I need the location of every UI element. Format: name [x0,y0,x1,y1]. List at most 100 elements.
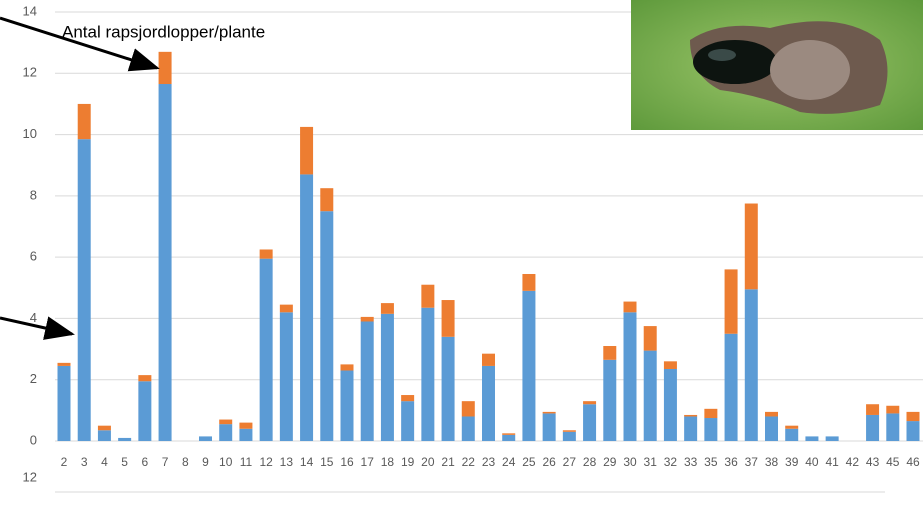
bar-segment [725,334,738,441]
x-tick-label: 25 [522,455,536,469]
bar-segment [624,312,637,441]
bar-segment [239,423,252,429]
bar-segment [462,401,475,416]
bar-segment [381,303,394,314]
bar-segment [644,351,657,441]
bar-segment [442,300,455,337]
x-tick-label: 29 [603,455,617,469]
bar-segment [785,429,798,441]
bar-segment [866,404,879,415]
x-tick-label: 42 [846,455,860,469]
y-tick-label: 14 [23,3,37,18]
chart: 0246810121423456789101112131415161718192… [0,0,923,506]
bar-segment [280,312,293,441]
bar-segment [361,321,374,441]
x-tick-label: 24 [502,455,516,469]
bar-segment [219,424,232,441]
bar-segment [745,204,758,290]
x-tick-label: 38 [765,455,779,469]
bar-segment [401,401,414,441]
x-tick-label: 8 [182,455,189,469]
bar-segment [482,366,495,441]
bar-segment [563,430,576,432]
x-tick-label: 13 [280,455,294,469]
bar-segment [482,354,495,366]
bar-segment [361,317,374,322]
bar-segment [199,436,212,441]
y-tick-label: 0 [30,432,37,447]
x-tick-label: 26 [542,455,556,469]
x-tick-label: 6 [142,455,149,469]
x-tick-label: 40 [805,455,819,469]
bar-segment [907,421,920,441]
bar-segment [58,366,71,441]
bar-segment [543,413,556,441]
x-tick-label: 5 [121,455,128,469]
x-tick-label: 43 [866,455,880,469]
annotation: Antal rapsjordlopper/plante [62,22,265,41]
x-tick-label: 16 [340,455,354,469]
x-tick-label: 19 [401,455,415,469]
bar-segment [886,406,899,414]
y-tick-label: 12 [23,469,37,484]
bar-segment [239,429,252,441]
x-tick-label: 3 [81,455,88,469]
bar-segment [866,415,879,441]
bar-segment [907,412,920,421]
x-tick-label: 2 [61,455,68,469]
x-tick-label: 28 [583,455,597,469]
x-tick-label: 12 [259,455,273,469]
bar-segment [58,363,71,366]
x-tick-label: 21 [441,455,455,469]
bar-segment [805,436,818,441]
bar-segment [421,285,434,308]
bar-segment [320,188,333,211]
bar-segment [138,381,151,441]
y-tick-label: 6 [30,249,37,264]
bar-segment [543,412,556,414]
x-tick-label: 41 [825,455,839,469]
bar-segment [704,418,717,441]
bar-segment [260,259,273,441]
x-tick-label: 11 [240,455,253,469]
x-tick-label: 22 [462,455,476,469]
bar-segment [159,52,172,84]
bar-segment [280,305,293,313]
x-tick-label: 35 [704,455,718,469]
x-tick-label: 10 [219,455,233,469]
bar-segment [78,139,91,441]
x-tick-label: 9 [202,455,209,469]
y-tick-label: 2 [30,371,37,386]
bar-segment [603,360,616,441]
x-tick-label: 7 [162,455,169,469]
bar-segment [684,415,697,417]
bar-segment [219,420,232,425]
x-tick-label: 27 [563,455,577,469]
bar-segment [138,375,151,381]
bar-segment [603,346,616,360]
bar-segment [664,369,677,441]
bar-segment [260,249,273,258]
bar-segment [785,426,798,429]
bar-segment [664,361,677,369]
bar-segment [725,269,738,333]
bar-segment [462,416,475,441]
bar-segment [624,302,637,313]
x-tick-label: 18 [381,455,395,469]
bar-segment [381,314,394,441]
y-tick-label: 8 [30,187,37,202]
y-tick-label: 10 [23,126,37,141]
bar-segment [522,291,535,441]
bar-segment [704,409,717,418]
bar-segment [502,435,515,441]
bar-segment [745,289,758,441]
bar-segment [341,371,354,441]
x-tick-label: 45 [886,455,900,469]
bar-segment [341,364,354,370]
bar-segment [98,430,111,441]
bar-segment [684,416,697,441]
bar-segment [78,104,91,139]
bar-segment [300,174,313,441]
bar-segment [563,432,576,441]
bar-segment [159,84,172,441]
